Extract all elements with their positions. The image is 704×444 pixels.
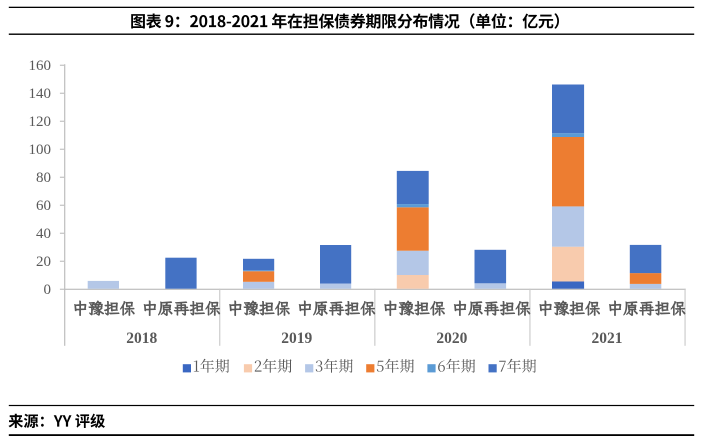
svg-text:20: 20 — [36, 254, 51, 270]
svg-text:160: 160 — [29, 58, 52, 74]
svg-text:2018: 2018 — [126, 330, 157, 347]
svg-text:120: 120 — [29, 114, 52, 130]
svg-text:100: 100 — [29, 142, 52, 158]
svg-text:2021: 2021 — [592, 330, 623, 347]
svg-text:0: 0 — [44, 282, 52, 298]
svg-text:140: 140 — [29, 86, 52, 102]
svg-text:80: 80 — [36, 170, 51, 186]
svg-text:2019: 2019 — [281, 330, 312, 347]
svg-text:2020: 2020 — [436, 330, 467, 347]
svg-text:40: 40 — [36, 226, 51, 242]
svg-text:60: 60 — [36, 198, 51, 214]
